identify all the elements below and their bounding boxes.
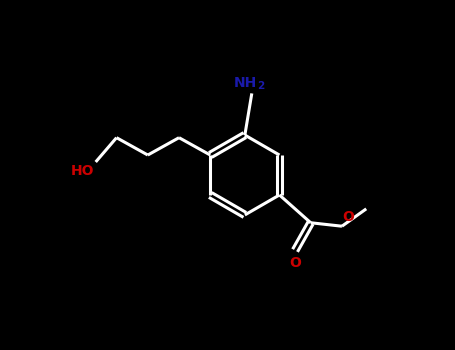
Text: 2: 2 [257, 80, 264, 91]
Text: NH: NH [234, 76, 257, 90]
Text: O: O [343, 210, 354, 224]
Text: HO: HO [71, 164, 94, 178]
Text: O: O [289, 256, 301, 270]
